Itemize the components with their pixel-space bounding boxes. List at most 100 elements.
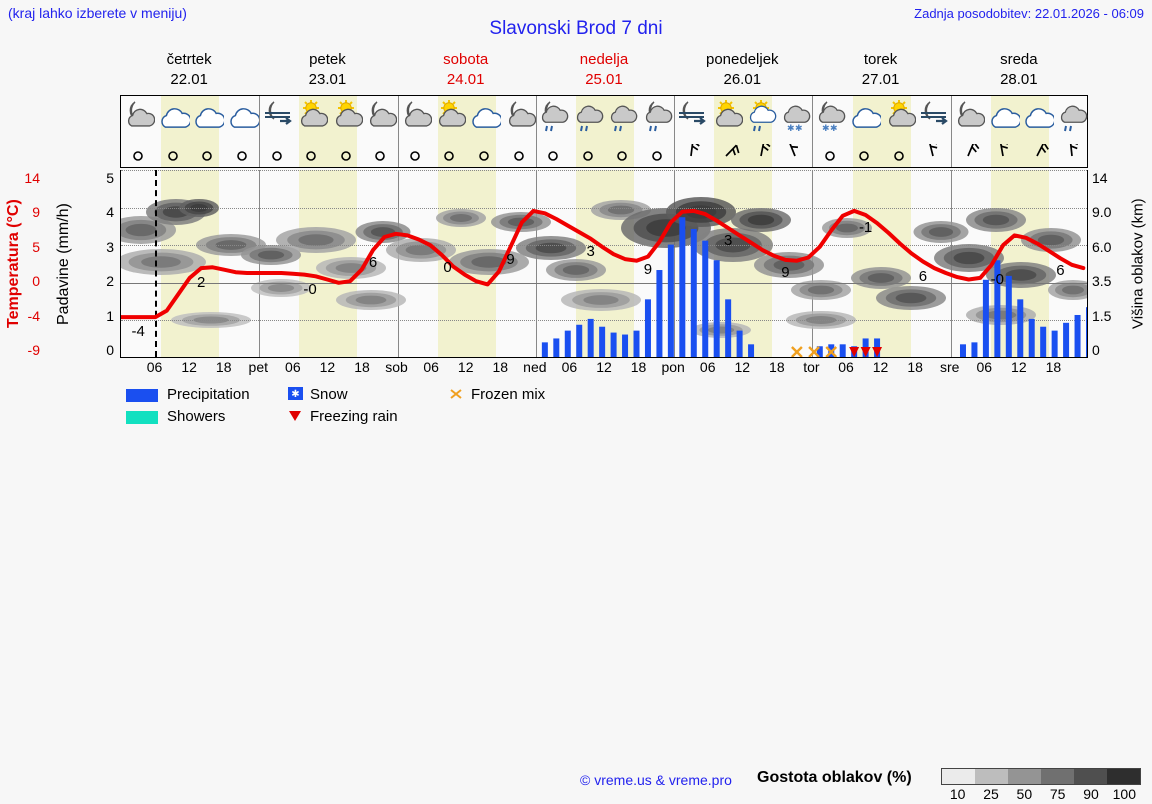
density-swatch bbox=[942, 769, 975, 784]
density-tick: 100 bbox=[1112, 786, 1137, 802]
day-separator bbox=[950, 96, 952, 167]
legend-freezing-rain-label: Freezing rain bbox=[310, 408, 398, 425]
weather-icon-moon-cloud bbox=[951, 99, 986, 133]
legend-showers-label: Showers bbox=[167, 408, 226, 425]
precipitation-tick: 0 bbox=[106, 342, 114, 358]
wind-barb bbox=[227, 144, 257, 166]
time-tick: 06 bbox=[838, 359, 854, 375]
day-date: 23.01 bbox=[308, 71, 347, 88]
temperature-curve bbox=[121, 208, 1086, 320]
temperature-value-label: 6 bbox=[1056, 262, 1065, 280]
day-separator bbox=[812, 96, 814, 167]
time-tick: 18 bbox=[354, 359, 370, 375]
svg-text:✱: ✱ bbox=[795, 123, 803, 133]
day-name: četrtek bbox=[166, 51, 212, 68]
time-tick: pet bbox=[248, 359, 269, 375]
time-tick: tor bbox=[803, 359, 820, 375]
weather-icon-cloud-snow: ✱ ✱ bbox=[778, 99, 812, 133]
cloud-density-scale bbox=[941, 768, 1141, 785]
svg-text:✱: ✱ bbox=[822, 123, 830, 133]
weather-icon-cloud-rain bbox=[571, 99, 605, 133]
day-header: torek 27.01 bbox=[811, 50, 949, 90]
day-separator bbox=[674, 96, 676, 167]
weather-icon-moon-cloud bbox=[502, 99, 536, 133]
credit-link[interactable]: © vreme.us & vreme.pro bbox=[580, 772, 732, 788]
weather-icon-cloud bbox=[986, 99, 1021, 133]
temperature-value-label: 3 bbox=[586, 242, 595, 260]
time-tick: 12 bbox=[181, 359, 197, 375]
day-date: 26.01 bbox=[723, 71, 762, 88]
precipitation-swatch bbox=[126, 388, 158, 402]
wind-barb bbox=[607, 144, 637, 166]
legend-snow: ✱ Snow bbox=[286, 386, 348, 404]
temperature-value-label: 2 bbox=[197, 274, 206, 292]
precipitation-tick: 1 bbox=[106, 307, 114, 324]
time-tick: 12 bbox=[734, 359, 751, 375]
meteogram-page: (kraj lahko izberete v meniju) Slavonski… bbox=[0, 5, 1147, 802]
temperature-value-label: 9 bbox=[643, 260, 653, 278]
precipitation-tick: 2 bbox=[106, 273, 114, 290]
density-tick: 25 bbox=[983, 786, 999, 802]
day-separator bbox=[674, 170, 676, 357]
day-date: 22.01 bbox=[170, 71, 208, 88]
day-header: sobota 24.01 bbox=[397, 50, 535, 90]
weather-icon-moon-wind bbox=[916, 99, 950, 133]
weather-icon-cloud bbox=[1020, 99, 1056, 133]
cloud-axis-title: Višina oblakov (km) bbox=[1129, 198, 1147, 330]
density-swatch bbox=[1107, 769, 1140, 784]
density-swatch bbox=[1041, 769, 1074, 784]
weather-icon-sun-cloud bbox=[432, 99, 467, 133]
wind-barb bbox=[746, 140, 776, 166]
day-header: nedelja 25.01 bbox=[535, 50, 673, 90]
weather-icon-moon-rain bbox=[640, 99, 674, 133]
time-tick: 12 bbox=[596, 359, 612, 375]
day-name: sreda bbox=[1000, 51, 1038, 68]
temperature-value-label: 6 bbox=[368, 254, 378, 272]
cloud-height-tick: 9.0 bbox=[1092, 204, 1112, 221]
time-tick: 06 bbox=[561, 359, 578, 375]
time-tick: 18 bbox=[907, 359, 923, 375]
weather-icon-cloud bbox=[156, 99, 192, 133]
wind-barb bbox=[988, 140, 1018, 166]
legend-snow-label: Snow bbox=[310, 386, 348, 403]
temperature-value-label: 9 bbox=[506, 250, 515, 268]
time-tick: sob bbox=[385, 359, 408, 375]
legend-frozen-mix-label: Frozen mix bbox=[471, 386, 546, 403]
time-tick: 06 bbox=[699, 359, 716, 375]
day-name: nedelja bbox=[579, 51, 629, 68]
time-tick: 06 bbox=[146, 359, 163, 375]
weather-icon-moon-cloud bbox=[363, 99, 398, 133]
cloud-height-tick: 1.5 bbox=[1092, 307, 1112, 324]
time-tick: 12 bbox=[872, 359, 889, 375]
time-tick: 12 bbox=[457, 359, 474, 375]
daylight-band bbox=[161, 96, 220, 167]
day-header: sreda 28.01 bbox=[950, 50, 1088, 90]
density-tick: 75 bbox=[1049, 786, 1066, 802]
time-tick: 18 bbox=[769, 359, 785, 375]
day-header: ponedeljek 26.01 bbox=[673, 50, 811, 90]
precipitation-tick: 4 bbox=[106, 204, 114, 221]
day-separator bbox=[535, 96, 537, 167]
wind-barb bbox=[469, 144, 499, 166]
weather-icon-cloud bbox=[190, 99, 226, 133]
weather-icon-cloud-rain bbox=[605, 99, 639, 133]
weather-icon-moon-cloud bbox=[121, 99, 156, 133]
snow-icon: ✱ bbox=[286, 386, 304, 404]
weather-icon-cloud-rain bbox=[1055, 99, 1089, 133]
precipitation-tick: 5 bbox=[106, 170, 114, 186]
wind-barb bbox=[849, 144, 879, 166]
temperature-tick: 14 bbox=[24, 170, 40, 186]
left-axis: Temperatura (°C) Padavine (mm/h) 14 9 5 0 -4… bbox=[0, 170, 118, 358]
svg-text:✱: ✱ bbox=[787, 123, 795, 133]
time-tick: ned bbox=[523, 359, 547, 375]
legend-frozen-mix: Frozen mix bbox=[447, 386, 545, 404]
wind-barb bbox=[331, 144, 361, 166]
legend-freezing-rain: Freezing rain bbox=[286, 408, 398, 426]
time-tick: 18 bbox=[492, 359, 509, 375]
wind-barb bbox=[642, 144, 672, 166]
day-name: ponedeljek bbox=[706, 51, 779, 68]
wind-barb bbox=[918, 140, 948, 166]
day-date: 28.01 bbox=[1000, 71, 1038, 88]
daylight-band bbox=[990, 96, 1049, 167]
day-date: 25.01 bbox=[585, 71, 623, 88]
